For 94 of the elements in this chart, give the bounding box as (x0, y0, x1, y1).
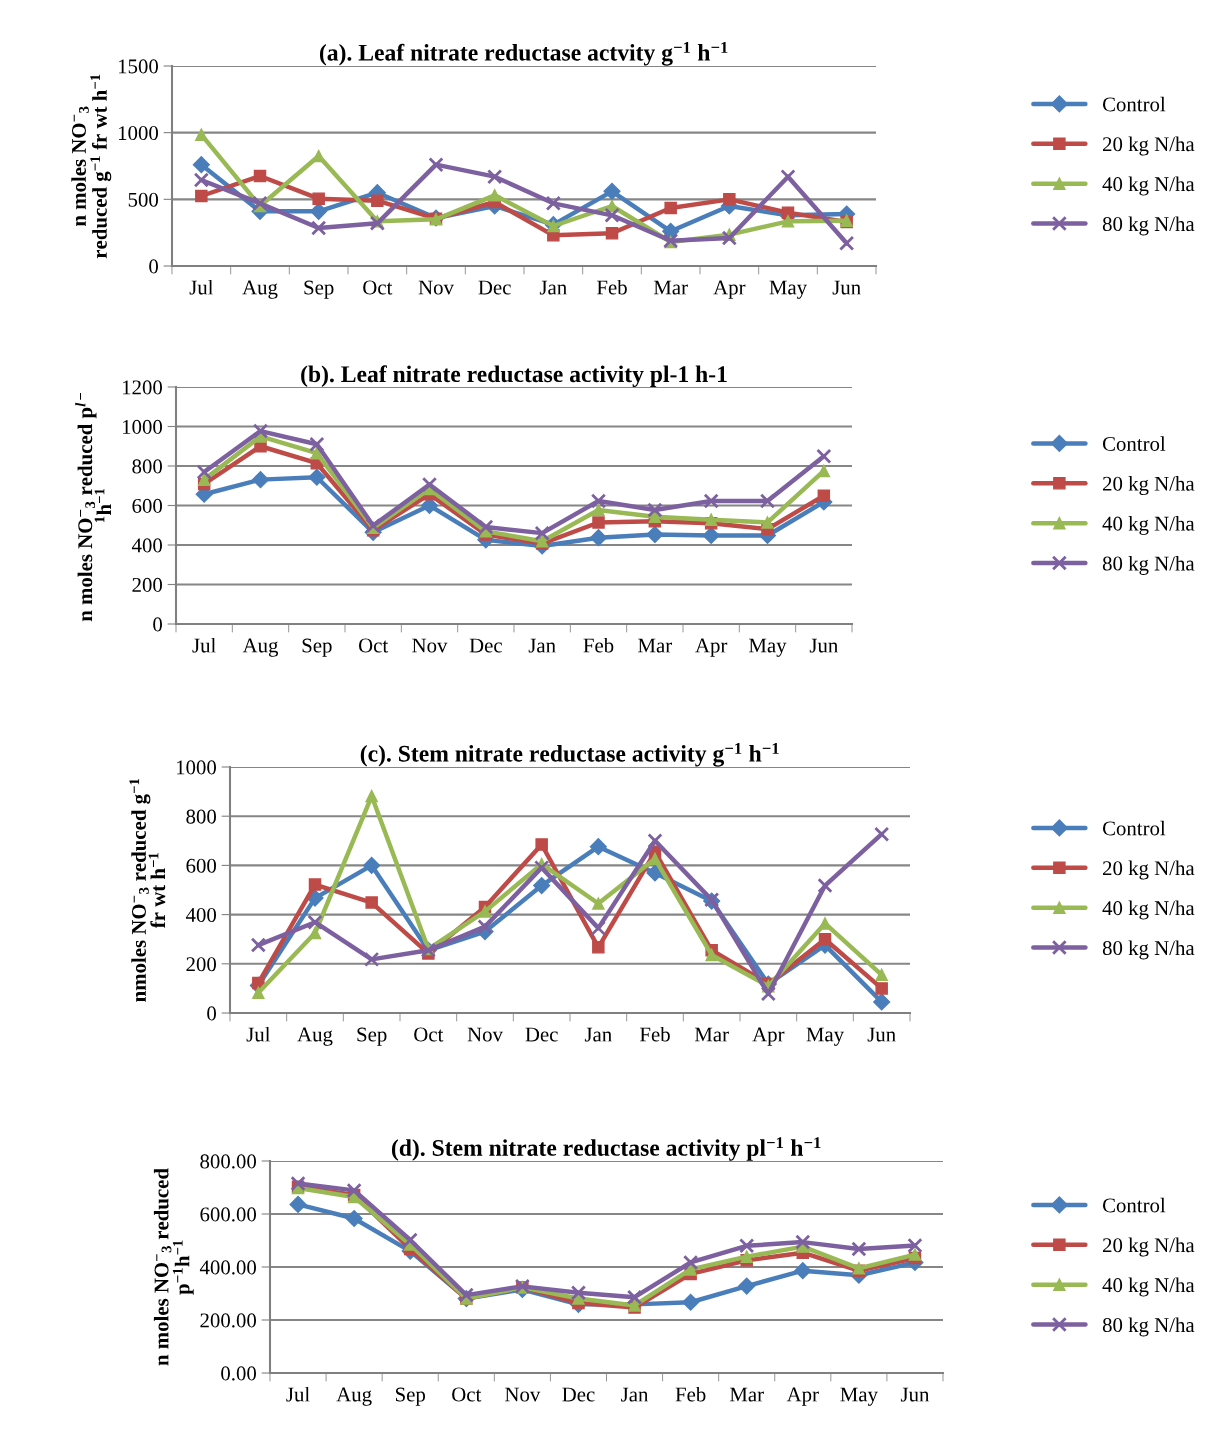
x-tick-label: Sep (395, 1387, 426, 1406)
text: n moles NO$^{−}$$_{3}$ reduced g$^{−1}$ fr wt h$^{−1}$ (71, 74, 112, 259)
y-tick-label: 1000 (118, 126, 159, 141)
legend-label: 80 kg N/ha (1102, 1317, 1195, 1337)
y-tick-label: 500 (128, 192, 159, 207)
x-tick-label: Jun (832, 280, 861, 295)
x-tick-label: Jul (192, 637, 216, 653)
chart-title: (a). Leaf nitrate reductase actvity g$^{−1}$ h$^{−1}$ (319, 41, 728, 66)
y-tick-label: 0 (153, 617, 163, 632)
x-tick-label: Mar (694, 1027, 729, 1042)
x-tick-label: Jul (246, 1026, 271, 1042)
y-tick-label: 200.00 (200, 1313, 257, 1328)
x-tick-label: Oct (452, 1387, 482, 1402)
x-tick-label: Apr (752, 1027, 785, 1046)
x-tick-label: Oct (363, 280, 393, 295)
legend-label: 20 kg N/ha (1103, 136, 1195, 156)
x-tick-label: Dec (525, 1027, 558, 1042)
x-tick-label: Jul (286, 1386, 310, 1402)
legend-label: 40 kg N/ha (1102, 176, 1195, 196)
y-tick-label: 1000 (122, 419, 163, 434)
x-tick-label: May (769, 280, 808, 299)
x-tick-label: Jan (539, 280, 567, 295)
legend-label: 40 kg N/ha (1102, 900, 1195, 920)
x-tick-label: Feb (639, 1026, 670, 1042)
x-tick-label: Mar (729, 1387, 764, 1402)
x-tick-label: Sep (302, 638, 332, 657)
legend-label: Control (1102, 96, 1166, 112)
legend-label: Control (1102, 820, 1166, 836)
text: n moles NO$^{−}$$_{3}$ reduced p$^{l−}$ $^{1}$h$^{−1}$ (75, 392, 112, 622)
x-tick-label: Apr (713, 280, 746, 299)
chart-title: (b). Leaf nitrate reductase activity pl-1 h-1 (301, 365, 727, 387)
y-tick-label: 200 (132, 577, 163, 592)
y-tick-label: 400 (131, 538, 163, 553)
x-tick-label: Oct (414, 1027, 444, 1042)
y-tick-label: 0 (149, 259, 159, 274)
x-tick-label: Feb (596, 279, 627, 295)
y-tick-label: 400 (185, 907, 217, 923)
y-tick-label: 0.00 (221, 1366, 257, 1381)
legend-label: Control (1102, 1197, 1166, 1213)
x-tick-label: Sep (357, 1027, 387, 1046)
x-tick-label: Feb (675, 1386, 706, 1402)
x-tick-label: Aug (297, 1027, 333, 1046)
y-tick-label: 1200 (122, 380, 163, 395)
x-tick-label: Feb (583, 637, 614, 653)
y-tick-label: 800 (132, 459, 163, 474)
x-tick-label: Aug (336, 1387, 372, 1406)
y-tick-label: 0 (207, 1006, 217, 1021)
x-tick-label: Nov (467, 1027, 503, 1042)
x-tick-label: Jun (867, 1027, 896, 1042)
legend-label: Control (1102, 436, 1166, 451)
x-tick-label: Oct (358, 638, 389, 653)
text: n moles NO$^{−}$$_{3}$ reduced p$^{−1}$h$^{−1}$ (153, 1168, 194, 1366)
x-tick-label: Jan (528, 638, 556, 653)
x-tick-label: Aug (242, 638, 279, 657)
chart-title: (c). Stem nitrate reductase activity g$^{−1}$ h$^{−1}$ (360, 742, 779, 767)
x-tick-label: May (806, 1027, 845, 1046)
y-tick-label: 1500 (118, 59, 159, 74)
y-tick-label: 800 (186, 809, 217, 824)
x-tick-label: Nov (505, 1387, 541, 1402)
legend-label: 20 kg N/ha (1103, 476, 1195, 496)
y-tick-label: 800.00 (200, 1154, 257, 1169)
x-tick-label: Apr (695, 638, 728, 657)
x-tick-label: Dec (562, 1387, 595, 1402)
text: nmoles NO$^{−}$$_{3}$ reduced g$^{−1}$ fr wt h$^{−1}$ (129, 778, 166, 1002)
legend-label: 80 kg N/ha (1102, 555, 1195, 575)
x-tick-label: Nov (418, 280, 454, 295)
y-tick-label: 600.00 (200, 1207, 257, 1222)
x-tick-label: Dec (478, 280, 511, 295)
x-tick-label: Jun (809, 638, 838, 653)
x-tick-label: Apr (786, 1387, 819, 1406)
x-tick-label: Jan (584, 1027, 612, 1042)
chart-title: (d). Stem nitrate reductase activity pl$^{−1}$ h$^{−1}$ (391, 1137, 821, 1161)
legend-label: 40 kg N/ha (1102, 516, 1195, 535)
legend-label: 80 kg N/ha (1102, 216, 1195, 236)
y-tick-label: 400.00 (199, 1260, 257, 1275)
y-tick-label: 200 (186, 957, 217, 972)
x-tick-label: Jun (900, 1387, 930, 1402)
x-tick-label: Sep (304, 280, 334, 299)
legend-label: 80 kg N/ha (1102, 940, 1195, 960)
y-tick-label: 600 (186, 858, 217, 873)
y-tick-label: 600 (132, 498, 163, 513)
x-tick-label: Jan (621, 1387, 649, 1402)
x-tick-label: Nov (412, 638, 448, 653)
legend-label: 20 kg N/ha (1103, 860, 1195, 880)
x-tick-label: Mar (638, 638, 672, 653)
x-tick-label: Mar (653, 280, 688, 295)
x-tick-label: Aug (242, 280, 278, 299)
legend-label: 20 kg N/ha (1103, 1237, 1195, 1257)
x-tick-label: May (749, 638, 787, 657)
y-tick-label: 1000 (176, 760, 217, 775)
x-tick-label: May (840, 1387, 878, 1406)
x-tick-label: Jul (189, 279, 214, 295)
legend-label: 40 kg N/ha (1102, 1277, 1195, 1297)
x-tick-label: Dec (469, 638, 502, 653)
